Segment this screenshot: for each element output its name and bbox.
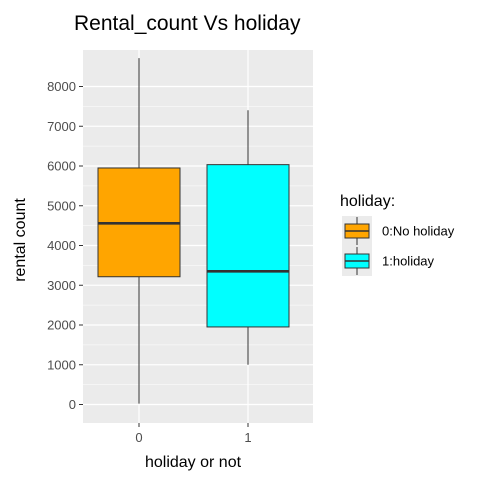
- y-axis-title: rental count: [12, 198, 29, 282]
- legend-item-1: 1:holiday: [342, 246, 435, 276]
- y-tick-label: 2000: [47, 318, 76, 333]
- y-tick-label: 6000: [47, 159, 76, 174]
- legend-label: 1:holiday: [382, 254, 435, 269]
- legend-item-0: 0:No holiday: [342, 216, 455, 246]
- legend-label: 0:No holiday: [382, 224, 455, 239]
- y-tick-label: 3000: [47, 278, 76, 293]
- x-axis-title: holiday or not: [145, 454, 242, 471]
- chart-title: Rental_count Vs holiday: [74, 12, 301, 35]
- x-tick-label: 1: [244, 430, 251, 445]
- legend-title: holiday:: [340, 193, 395, 210]
- y-tick-label: 4000: [47, 238, 76, 253]
- legend: holiday: 0:No holiday 1:holiday: [340, 193, 455, 276]
- y-tick-label: 5000: [47, 198, 76, 213]
- y-tick-label: 0: [69, 397, 76, 412]
- box-iqr: [207, 165, 289, 327]
- y-tick-label: 8000: [47, 79, 76, 94]
- x-tick-label: 0: [135, 430, 142, 445]
- y-tick-label: 7000: [47, 119, 76, 134]
- y-axis: 0 1000 2000 3000 4000 5000 6000 7000 8000: [47, 79, 83, 412]
- y-tick-label: 1000: [47, 357, 76, 372]
